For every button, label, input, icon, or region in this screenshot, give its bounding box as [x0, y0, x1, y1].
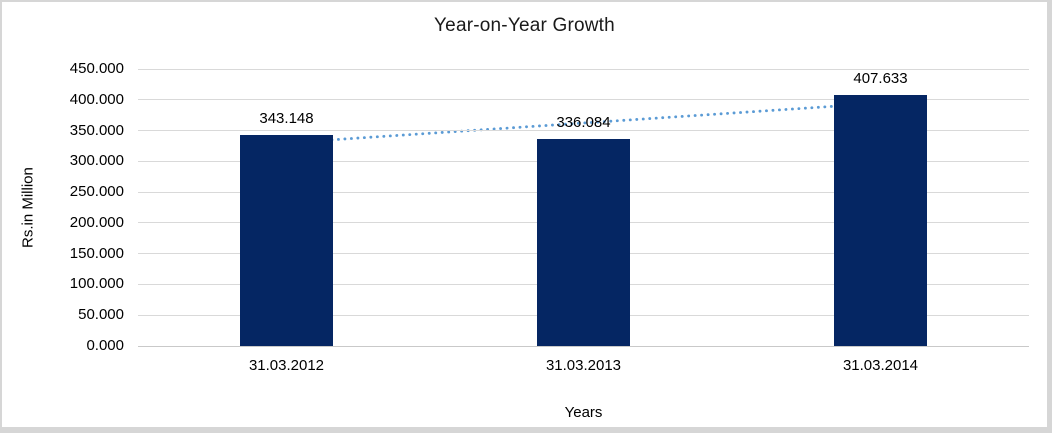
x-axis-line	[138, 345, 1029, 347]
bar	[834, 95, 927, 346]
x-tick-label: 31.03.2013	[545, 357, 622, 374]
y-tick-label: 0.000	[86, 337, 124, 354]
y-tick-label: 450.000	[69, 60, 124, 77]
gridline	[138, 130, 1029, 132]
chart-title: Year-on-Year Growth	[434, 15, 615, 36]
y-tick-label: 350.000	[69, 121, 124, 139]
x-axis-title: Years	[564, 404, 603, 421]
y-tick-label: 100.000	[69, 275, 124, 293]
y-tick-label: 300.000	[69, 152, 124, 170]
gridline	[138, 68, 1029, 70]
y-tick-label: 50.000	[78, 306, 124, 324]
y-axis-title: Rs.in Million	[19, 167, 37, 248]
y-tick-label: 250.000	[69, 183, 124, 201]
gridline	[138, 99, 1029, 101]
trendline	[285, 101, 882, 145]
data-label: 407.633	[853, 70, 908, 88]
y-tick-label: 400.000	[69, 90, 124, 108]
plot-area	[138, 68, 1029, 347]
bar	[240, 134, 333, 346]
x-tick-label: 31.03.2012	[248, 357, 325, 374]
y-tick-label: 150.000	[69, 244, 124, 262]
data-label: 336.084	[556, 114, 611, 132]
data-label: 343.148	[259, 109, 314, 127]
y-tick-label: 200.000	[69, 213, 124, 231]
x-tick-label: 31.03.2014	[842, 357, 919, 374]
bar	[537, 139, 630, 346]
